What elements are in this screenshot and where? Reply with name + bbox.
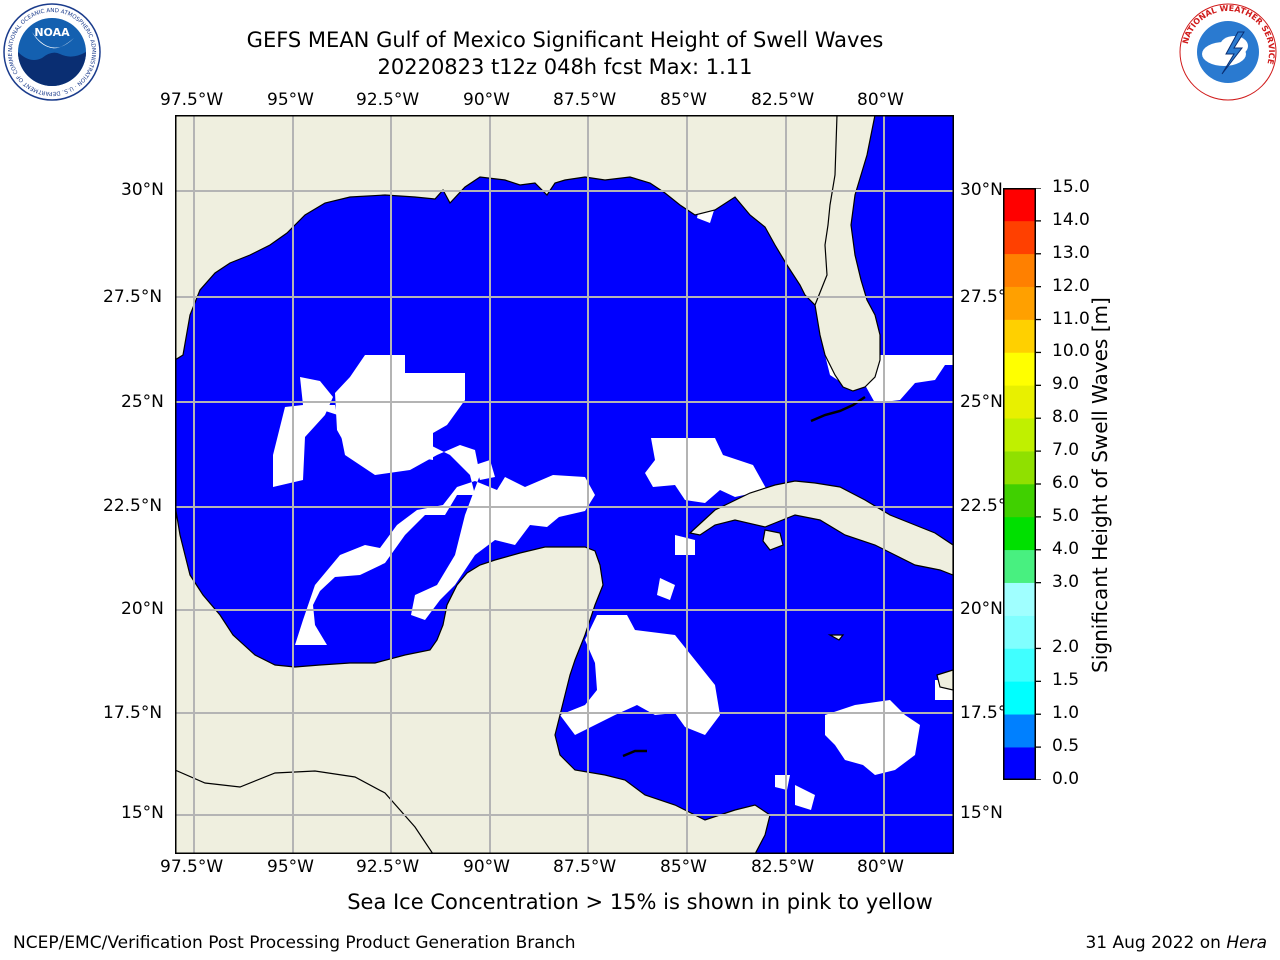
colorbar-block — [1003, 714, 1035, 748]
lat-tick-right: 30°N — [960, 180, 1003, 200]
colorbar-tick-label: 15.0 — [1052, 177, 1090, 197]
colorbar-label: Significant Height of Swell Waves [m] — [1088, 297, 1112, 673]
svg-text:NOAA: NOAA — [34, 26, 70, 39]
footer-host: Hera — [1226, 933, 1267, 953]
lon-tick-top: 85°W — [660, 90, 707, 110]
colorbar-block — [1003, 747, 1035, 780]
colorbar-block — [1003, 516, 1035, 551]
colorbar-tick-label: 7.0 — [1052, 440, 1080, 461]
colorbar-block — [1003, 549, 1035, 583]
lon-tick-bottom: 82.5°W — [751, 857, 815, 877]
lon-tick-bottom: 90°W — [463, 857, 510, 877]
colorbar-block — [1003, 319, 1035, 353]
lat-tick-left: 27.5°N — [103, 287, 163, 307]
colorbar-block — [1003, 220, 1035, 255]
footer-credit: NCEP/EMC/Verification Post Processing Pr… — [13, 933, 576, 953]
colorbar-block — [1003, 484, 1035, 518]
colorbar-tick-label: 1.5 — [1052, 670, 1080, 691]
colorbar-tick-label: 13.0 — [1052, 242, 1090, 263]
colorbar-tick-label: 2.0 — [1052, 637, 1080, 658]
colorbar-block — [1003, 188, 1035, 222]
colorbar-block — [1003, 286, 1035, 320]
colorbar-block — [1003, 418, 1035, 452]
lat-tick-left: 20°N — [121, 599, 164, 619]
lon-tick-top: 95°W — [267, 90, 314, 110]
lon-tick-top: 82.5°W — [751, 90, 815, 110]
lon-tick-top: 87.5°W — [553, 90, 617, 110]
colorbar-tick-label: 14.0 — [1052, 209, 1090, 230]
noaa-logo: NATIONAL OCEANIC AND ATMOSPHERIC ADMINIS… — [2, 2, 101, 101]
lat-tick-right: 25°N — [960, 392, 1003, 412]
gulf-map — [175, 115, 954, 854]
bay-islands — [622, 749, 647, 758]
colorbar-tick-label: 1.0 — [1052, 703, 1080, 724]
lon-tick-bottom: 97.5°W — [160, 857, 224, 877]
colorbar-block — [1003, 681, 1035, 715]
colorbar-tick-label: 12.0 — [1052, 275, 1090, 296]
colorbar-block — [1003, 352, 1035, 386]
no-swell-areas — [273, 203, 954, 810]
colorbar-tick-label: 11.0 — [1052, 308, 1090, 329]
nws-logo: NATIONAL WEATHER SERVICE — [1179, 3, 1277, 101]
footer-date: 31 Aug 2022 on Hera — [1085, 933, 1267, 953]
colorbar — [1003, 188, 1041, 780]
lat-tick-left: 30°N — [121, 180, 164, 200]
lon-tick-top: 80°W — [857, 90, 904, 110]
sea-ice-note: Sea Ice Concentration > 15% is shown in … — [347, 890, 933, 914]
colorbar-tick-label: 6.0 — [1052, 473, 1080, 493]
lon-tick-bottom: 95°W — [267, 857, 314, 877]
land-areas — [175, 115, 954, 854]
colorbar-tick-label: 8.0 — [1052, 407, 1080, 428]
colorbar-block — [1003, 451, 1035, 485]
colorbar-block — [1003, 648, 1035, 682]
gridlines — [175, 115, 954, 854]
colorbar-block — [1003, 253, 1035, 287]
lat-tick-left: 22.5°N — [103, 496, 163, 516]
colorbar-block — [1003, 582, 1035, 616]
lat-tick-right: 20°N — [960, 599, 1003, 619]
lon-tick-bottom: 87.5°W — [553, 857, 617, 877]
colorbar-tick-label: 4.0 — [1052, 538, 1080, 559]
lat-tick-right: 15°N — [960, 803, 1003, 823]
lat-tick-left: 15°N — [121, 803, 164, 823]
colorbar-block — [1003, 615, 1035, 649]
lon-tick-bottom: 92.5°W — [356, 857, 420, 877]
lon-tick-bottom: 80°W — [857, 857, 904, 877]
chart-title: GEFS MEAN Gulf of Mexico Significant Hei… — [246, 28, 884, 52]
colorbar-tick-label: 0.0 — [1052, 769, 1080, 789]
colorbar-tick-label: 0.5 — [1052, 736, 1080, 757]
map-frame — [175, 115, 954, 854]
lon-tick-top: 97.5°W — [160, 90, 224, 110]
colorbar-tick-label: 10.0 — [1052, 341, 1090, 362]
colorbar-tick-label: 9.0 — [1052, 374, 1080, 395]
chart-subtitle: 20220823 t12z 048h fcst Max: 1.11 — [377, 55, 753, 79]
lon-tick-top: 90°W — [463, 90, 510, 110]
lon-tick-top: 92.5°W — [356, 90, 420, 110]
colorbar-tick-label: 5.0 — [1052, 505, 1080, 526]
colorbar-block — [1003, 385, 1035, 419]
colorbar-tick-label: 3.0 — [1052, 571, 1080, 592]
lon-tick-bottom: 85°W — [660, 857, 707, 877]
lat-tick-left: 25°N — [121, 392, 164, 412]
lat-tick-left: 17.5°N — [103, 703, 163, 723]
